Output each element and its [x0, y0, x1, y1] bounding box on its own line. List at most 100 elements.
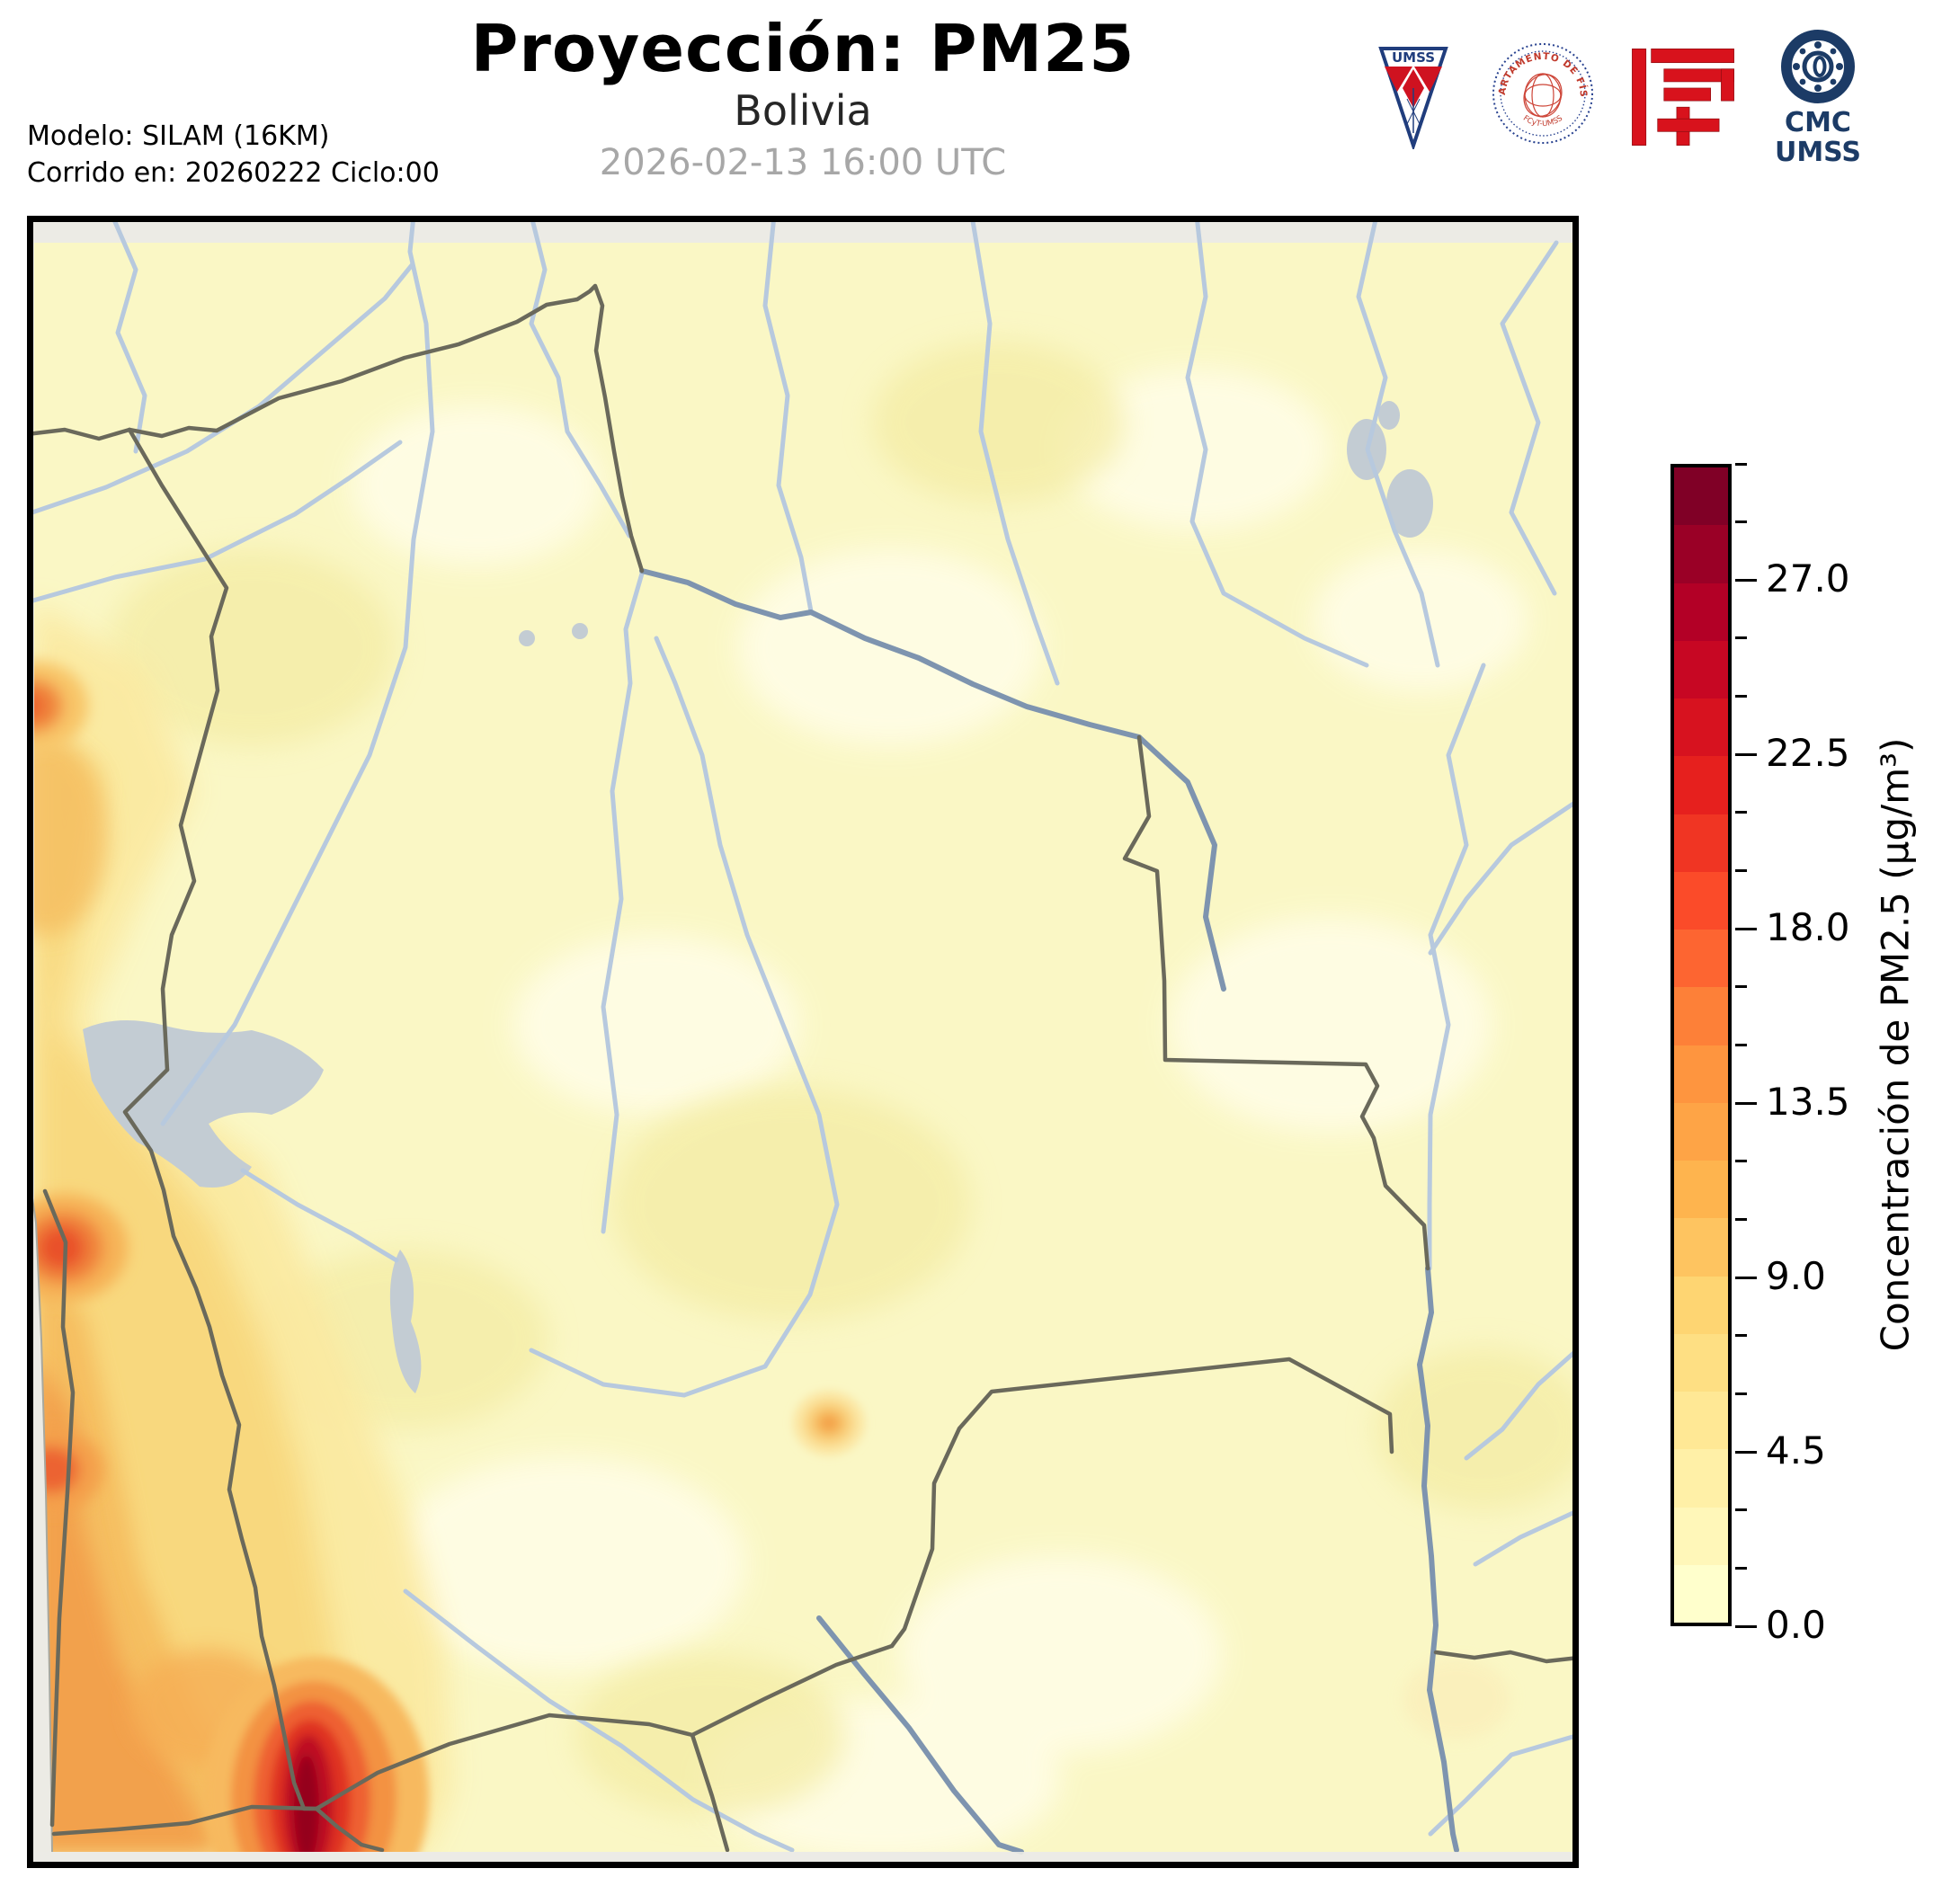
umss-pennant-label: UMSS [1392, 49, 1435, 66]
border-bolivia-paraguay [889, 1357, 1394, 1649]
river-pilcomayo [403, 1588, 795, 1853]
lake-beni-2 [572, 623, 588, 639]
colorbar-minor-tick [1735, 520, 1747, 524]
colorbar-segment [1674, 1218, 1728, 1277]
colorbar [1670, 464, 1732, 1626]
lake-beni-1 [519, 630, 535, 646]
lake-ne-2 [1386, 469, 1433, 538]
fisica-seal-bottom-text: FCyT-UMSS [1521, 114, 1564, 129]
border-bolivia-brazil-north [127, 283, 645, 574]
colorbar-tick-label: 0.0 [1766, 1603, 1826, 1647]
forecast-datetime: 2026-02-13 16:00 UTC [599, 142, 1007, 183]
river-brazil-se [1136, 734, 1226, 992]
map-frame [27, 216, 1579, 1868]
model-name-line: Modelo: SILAM (16KM) [27, 120, 330, 152]
colorbar-tick-label: 27.0 [1766, 556, 1850, 601]
colorbar-segment [1674, 583, 1728, 641]
river-n3 [529, 213, 632, 538]
major-rivers [639, 568, 1459, 1855]
colorbar-segment [1674, 814, 1728, 872]
river-e1 [1428, 797, 1581, 956]
colorbar-major-tick [1735, 1276, 1757, 1279]
colorbar-axis-label: Concentración de PM2.5 (µg/m³) [1873, 737, 1918, 1352]
hotspot-southeast-faint [1403, 1659, 1510, 1739]
colorbar-segment [1674, 525, 1728, 583]
border-peru-chile-coastal [42, 1188, 76, 1828]
colorbar-minor-tick [1735, 1217, 1747, 1221]
river-mamore [601, 571, 645, 1234]
river-bermejo [816, 1615, 1024, 1855]
map-domain-bottom-margin [34, 1852, 1575, 1863]
colorbar-ticks [1732, 462, 1768, 1628]
colorbar-minor-tick [1735, 1508, 1747, 1512]
colorbar-minor-tick [1735, 811, 1747, 814]
river-e3 [1473, 1508, 1581, 1567]
country-borders [24, 283, 1581, 1853]
river-n2 [969, 213, 1060, 686]
river-n4 [1185, 213, 1369, 668]
colorbar-segment [1674, 698, 1728, 757]
border-bolivia-brazil-east [1122, 734, 1430, 1271]
colorbar-major-tick [1735, 1101, 1757, 1105]
colorbar-minor-tick [1735, 869, 1747, 873]
river-itenez-border [639, 568, 1142, 740]
colorbar-segment [1674, 1276, 1728, 1334]
border-paraguay-argentina [690, 1732, 730, 1853]
region-subtitle: Bolivia [734, 86, 872, 135]
pm25-field [34, 342, 1575, 1852]
cmc-umss-logo-icon: CMC UMSS [1775, 30, 1861, 165]
river-ne2 [1500, 240, 1559, 596]
river-beni [160, 213, 435, 1126]
colorbar-segment [1674, 1102, 1728, 1161]
coastline [26, 1161, 53, 1853]
border-bolivia-argentina [314, 1643, 895, 1811]
border-peru-brazil [24, 427, 132, 441]
river-ne1 [1356, 213, 1440, 668]
colorbar-minor-tick [1735, 1392, 1747, 1395]
river-e2 [1464, 1346, 1581, 1461]
map-svg [24, 213, 1581, 1868]
colorbar-segment [1674, 1449, 1728, 1508]
colorbar-minor-tick [1735, 462, 1747, 466]
colorbar-segment [1674, 467, 1728, 526]
hotspot-santacruz [793, 1391, 865, 1455]
colorbar-minor-tick [1735, 636, 1747, 640]
colorbar-major-tick [1735, 752, 1757, 756]
river-desaguadero [240, 1168, 399, 1263]
page-title: Proyección: PM25 [470, 11, 1136, 86]
colorbar-segment [1674, 1507, 1728, 1565]
map-panel [24, 213, 1581, 1868]
umss-pennant-icon: UMSS [1378, 47, 1448, 149]
lake-ne-3 [1378, 401, 1400, 430]
model-info: Modelo: SILAM (16KM) Corrido en: 2026022… [27, 119, 440, 191]
colorbar-segment [1674, 756, 1728, 814]
lake-poopo [389, 1250, 422, 1393]
hotspot-northwest [34, 661, 88, 751]
svg-text:FCyT-UMSS: FCyT-UMSS [1521, 114, 1564, 129]
colorbar-major-tick [1735, 1450, 1757, 1454]
logo-strip: UMSS DEPARTAMENTO DE FÍSICA FCyT-UMSS [1367, 25, 1888, 169]
river-nw1 [110, 213, 147, 454]
colorbar-segment [1674, 640, 1728, 698]
colorbar-segment [1674, 987, 1728, 1045]
colorbar-segment [1674, 1161, 1728, 1219]
colorbar-segment [1674, 871, 1728, 930]
colorbar-segment [1674, 1333, 1728, 1392]
river-grande [529, 636, 840, 1398]
colorbar-segment [1674, 1564, 1728, 1623]
river-orthon [24, 440, 403, 605]
cmc-label: CMC [1785, 107, 1851, 138]
river-paraguay-main [1417, 1266, 1459, 1853]
border-peru-bolivia [127, 427, 229, 1072]
colorbar-segment [1674, 1392, 1728, 1450]
cmc-umss-label: UMSS [1775, 137, 1861, 165]
colorbar-major-tick [1735, 927, 1757, 930]
lake-titicaca [83, 1020, 324, 1188]
colorbar-tick-label: 13.5 [1766, 1080, 1850, 1125]
colorbar-segment [1674, 1045, 1728, 1103]
colorbar-minor-tick [1735, 985, 1747, 989]
river-upper-paraguay [1427, 663, 1486, 1271]
colorbar-minor-tick [1735, 695, 1747, 698]
colorbar-major-tick [1735, 578, 1757, 582]
